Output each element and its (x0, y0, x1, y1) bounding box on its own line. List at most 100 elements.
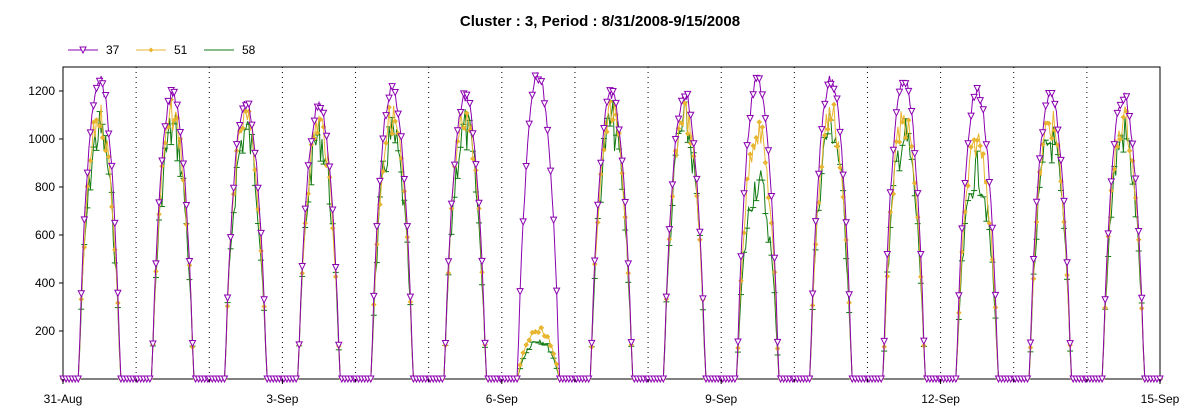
legend-marker-51 (148, 47, 154, 53)
marker-37 (734, 338, 742, 347)
y-tick-label: 400 (35, 276, 55, 290)
marker-37 (683, 90, 692, 99)
marker-37 (1048, 89, 1056, 98)
marker-51 (1048, 135, 1055, 142)
marker-37 (403, 223, 412, 231)
marker-37 (260, 296, 268, 304)
marker-51 (684, 130, 691, 137)
marker-37 (916, 250, 925, 259)
marker-37 (328, 206, 337, 215)
marker-51 (538, 324, 545, 331)
marker-37 (298, 263, 307, 271)
marker-37 (528, 91, 537, 100)
marker-37 (770, 254, 779, 263)
marker-51 (762, 159, 769, 166)
marker-37 (310, 117, 319, 126)
marker-37 (170, 88, 179, 97)
marker-37 (1026, 339, 1035, 348)
marker-37 (86, 129, 95, 138)
chart-axes: 200 400 600 800 1000 1200 31-Aug 3-Sep 6-Sep 9-Se… (28, 84, 1179, 406)
marker-51 (771, 269, 778, 276)
marker-37 (292, 375, 300, 384)
x-tick-label: 6-Sep (486, 392, 518, 406)
marker-37 (737, 253, 745, 261)
marker-37 (955, 292, 963, 300)
y-tick-label: 800 (35, 180, 55, 194)
marker-51 (828, 116, 834, 123)
marker-37 (590, 257, 599, 266)
marker-37 (406, 293, 415, 302)
marker-37 (696, 228, 704, 237)
marker-51 (905, 117, 912, 124)
marker-37 (522, 162, 530, 171)
marker-51 (230, 191, 237, 197)
y-tick-label: 200 (35, 324, 55, 338)
marker-37 (549, 216, 558, 225)
marker-37 (839, 171, 847, 180)
marker-37 (238, 105, 247, 114)
marker-51 (980, 151, 987, 157)
marker-37 (379, 135, 387, 144)
marker-51 (908, 143, 915, 150)
marker-37 (158, 157, 166, 166)
marker-51 (1064, 272, 1070, 278)
marker-51 (96, 123, 103, 130)
marker-51 (821, 132, 828, 139)
marker-37 (1023, 375, 1032, 384)
marker-37 (229, 184, 238, 193)
marker-37 (149, 340, 157, 349)
marker-37 (397, 133, 406, 141)
marker-37 (991, 291, 1000, 300)
marker-37 (749, 91, 758, 99)
marker-37 (254, 184, 262, 193)
marker-37 (985, 178, 994, 187)
marker-51 (610, 116, 616, 123)
marker-37 (910, 150, 919, 158)
marker-37 (1104, 230, 1113, 238)
marker-51 (1045, 120, 1052, 127)
marker-51 (550, 350, 557, 357)
marker-37 (889, 146, 898, 155)
marker-37 (164, 97, 172, 106)
marker-37 (895, 88, 904, 97)
marker-37 (1029, 255, 1038, 264)
marker-51 (93, 117, 100, 123)
marker-37 (1032, 198, 1041, 207)
marker-37 (1119, 96, 1128, 105)
marker-37 (686, 111, 695, 120)
marker-37 (400, 175, 409, 184)
marker-51 (1120, 114, 1127, 121)
marker-37 (603, 98, 611, 107)
marker-51 (756, 119, 763, 125)
marker-37 (110, 219, 119, 228)
marker-37 (77, 290, 86, 298)
marker-37 (612, 99, 620, 108)
marker-37 (627, 339, 636, 347)
marker-37 (295, 341, 303, 350)
marker-37 (114, 289, 122, 298)
marker-37 (988, 224, 997, 233)
marker-37 (80, 216, 89, 224)
marker-37 (322, 132, 331, 141)
marker-37 (746, 114, 754, 123)
marker-37 (618, 157, 626, 166)
marker-51 (899, 119, 906, 125)
marker-37 (182, 201, 191, 210)
marker-37 (674, 115, 683, 124)
marker-37 (883, 251, 892, 259)
marker-51 (968, 144, 974, 150)
x-tick-label: 9-Sep (705, 392, 737, 406)
marker-51 (1126, 147, 1133, 154)
marker-37 (758, 91, 767, 100)
marker-51 (837, 164, 843, 171)
marker-37 (982, 141, 991, 149)
marker-37 (83, 169, 92, 178)
marker-37 (967, 112, 975, 121)
marker-37 (450, 161, 459, 170)
marker-37 (152, 260, 160, 268)
marker-37 (334, 341, 343, 350)
marker-37 (1041, 102, 1050, 111)
marker-37 (689, 140, 698, 148)
marker-37 (817, 126, 826, 134)
